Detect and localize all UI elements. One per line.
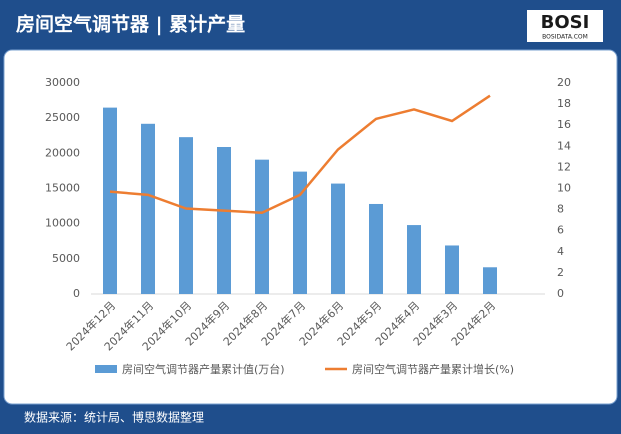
- chart-panel: [3, 49, 618, 405]
- y-tick-label: 30000: [45, 76, 80, 89]
- bar: [141, 123, 155, 294]
- bar: [445, 245, 459, 294]
- y-tick-label: 20000: [45, 146, 80, 159]
- logo: BOSI: [541, 12, 590, 33]
- y2-tick-label: 0: [557, 287, 564, 300]
- bar: [331, 183, 345, 294]
- bar: [369, 203, 383, 294]
- y2-tick-label: 16: [557, 118, 571, 131]
- y2-tick-label: 12: [557, 160, 571, 173]
- bar: [179, 137, 193, 294]
- bar: [103, 107, 117, 294]
- y-tick-label: 15000: [45, 182, 80, 195]
- bar: [293, 171, 307, 294]
- y-tick-label: 25000: [45, 111, 80, 124]
- bar: [255, 159, 269, 294]
- y2-tick-label: 2: [557, 266, 564, 279]
- bar: [217, 147, 231, 294]
- header-title: 房间空气调节器 | 累计产量: [16, 13, 245, 36]
- line: [109, 94, 491, 215]
- y2-tick-label: 18: [557, 97, 571, 110]
- y2-tick-label: 8: [557, 203, 564, 216]
- legend-label: 房间空气调节器产量累计增长(%): [352, 362, 514, 376]
- legend-label: 房间空气调节器产量累计值(万台): [122, 362, 285, 376]
- y2-tick-label: 6: [557, 224, 564, 237]
- y2-tick-label: 10: [557, 182, 571, 195]
- y2-tick-label: 14: [557, 139, 571, 152]
- legend-swatch: [95, 365, 117, 373]
- y2-tick-label: 4: [557, 245, 564, 258]
- logo-box: [527, 10, 603, 42]
- y-tick-label: 0: [73, 287, 80, 300]
- footer-source: 数据来源：统计局、博思数据整理: [24, 410, 204, 425]
- y-tick-label: 10000: [45, 217, 80, 230]
- bar: [483, 267, 497, 294]
- bar: [407, 225, 421, 294]
- y-tick-label: 5000: [52, 252, 80, 265]
- logo-sub: BOSIDATA.COM: [542, 34, 588, 41]
- y2-tick-label: 20: [557, 76, 571, 89]
